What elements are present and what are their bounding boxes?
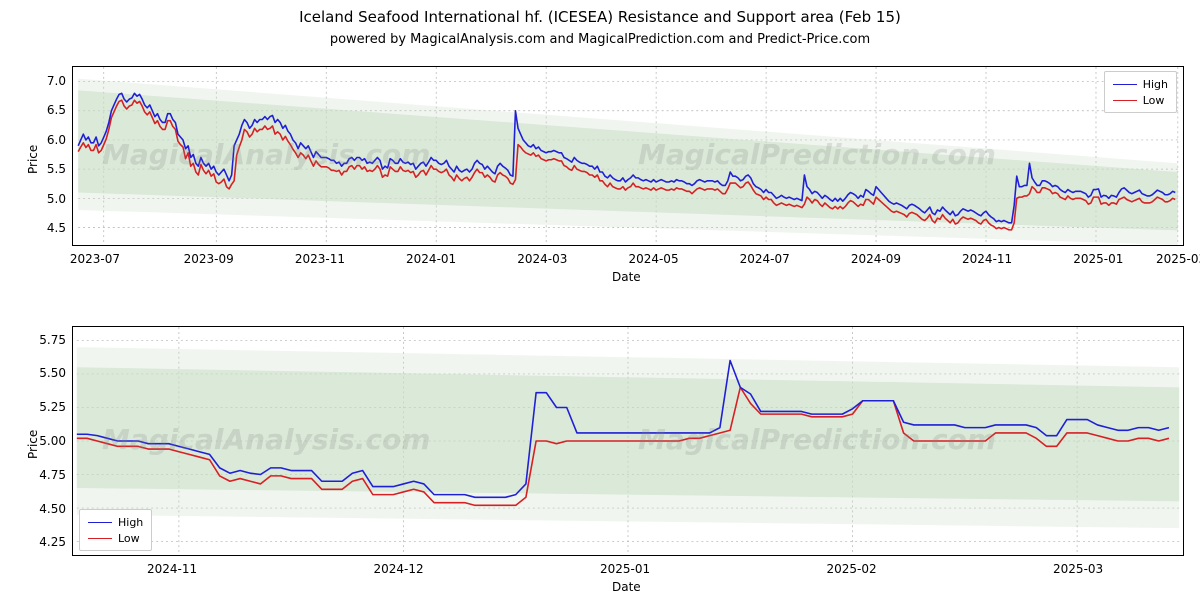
y-axis-label-bottom: Price bbox=[26, 430, 40, 459]
x-tick-label: 2025-01 bbox=[600, 562, 650, 576]
y-tick-label: 5.75 bbox=[39, 333, 66, 347]
watermark: MagicalAnalysis.com bbox=[102, 138, 430, 171]
figure: Iceland Seafood International hf. (ICESE… bbox=[0, 0, 1200, 600]
watermark: MagicalAnalysis.com bbox=[102, 423, 430, 456]
y-tick-label: 7.0 bbox=[47, 74, 66, 88]
y-axis-label-top: Price bbox=[26, 145, 40, 174]
x-tick-label: 2024-09 bbox=[851, 252, 901, 266]
y-tick-label: 5.00 bbox=[39, 434, 66, 448]
x-tick-label: 2023-07 bbox=[70, 252, 120, 266]
legend-bottom: HighLow bbox=[79, 509, 152, 551]
x-tick-label: 2024-03 bbox=[517, 252, 567, 266]
x-tick-label: 2025-02 bbox=[827, 562, 877, 576]
x-tick-label: 2025-03 bbox=[1053, 562, 1103, 576]
legend-entry: Low bbox=[88, 530, 143, 546]
legend-top: HighLow bbox=[1104, 71, 1177, 113]
y-tick-label: 5.0 bbox=[47, 192, 66, 206]
x-tick-label: 2025-01 bbox=[1073, 252, 1123, 266]
x-tick-label: 2025-03 bbox=[1156, 252, 1200, 266]
x-tick-label: 2024-11 bbox=[147, 562, 197, 576]
figure-subtitle: powered by MagicalAnalysis.com and Magic… bbox=[0, 32, 1200, 47]
legend-entry: High bbox=[1113, 76, 1168, 92]
y-tick-label: 6.5 bbox=[47, 103, 66, 117]
x-tick-label: 2024-07 bbox=[740, 252, 790, 266]
y-tick-label: 5.25 bbox=[39, 400, 66, 414]
x-axis-label-top: Date bbox=[612, 270, 641, 284]
y-tick-label: 4.50 bbox=[39, 502, 66, 516]
x-tick-label: 2023-11 bbox=[295, 252, 345, 266]
legend-entry: High bbox=[88, 514, 143, 530]
watermark: MagicalPrediction.com bbox=[638, 138, 996, 171]
watermark: MagicalPrediction.com bbox=[638, 423, 996, 456]
figure-title: Iceland Seafood International hf. (ICESE… bbox=[0, 8, 1200, 26]
x-tick-label: 2024-12 bbox=[373, 562, 423, 576]
x-tick-label: 2024-01 bbox=[406, 252, 456, 266]
legend-entry: Low bbox=[1113, 92, 1168, 108]
y-tick-label: 4.25 bbox=[39, 535, 66, 549]
y-tick-label: 4.5 bbox=[47, 221, 66, 235]
x-tick-label: 2024-05 bbox=[628, 252, 678, 266]
y-tick-label: 4.75 bbox=[39, 468, 66, 482]
y-tick-label: 6.0 bbox=[47, 133, 66, 147]
x-tick-label: 2024-11 bbox=[962, 252, 1012, 266]
x-axis-label-bottom: Date bbox=[612, 580, 641, 594]
x-tick-label: 2023-09 bbox=[184, 252, 234, 266]
y-tick-label: 5.5 bbox=[47, 162, 66, 176]
y-tick-label: 5.50 bbox=[39, 366, 66, 380]
